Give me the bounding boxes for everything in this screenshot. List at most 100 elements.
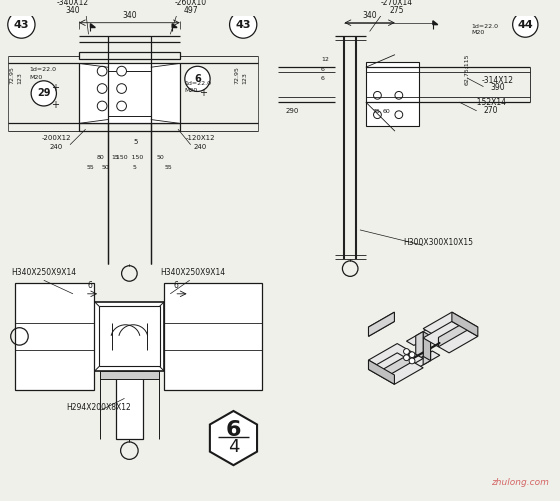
Text: 240: 240	[194, 144, 207, 149]
Text: -120X12: -120X12	[186, 135, 215, 141]
Text: H300X300X10X15: H300X300X10X15	[404, 238, 474, 247]
Text: -270X14: -270X14	[381, 0, 413, 7]
Polygon shape	[423, 312, 478, 344]
Bar	[116, 371, 143, 439]
Circle shape	[512, 12, 538, 37]
Circle shape	[404, 349, 409, 354]
Text: 75: 75	[372, 109, 380, 114]
Circle shape	[395, 111, 403, 119]
Text: 1d=22.0: 1d=22.0	[472, 24, 499, 29]
Text: M20: M20	[185, 88, 198, 93]
Text: 43: 43	[13, 20, 29, 30]
Text: 50: 50	[101, 165, 109, 170]
Text: +: +	[52, 100, 59, 110]
Polygon shape	[368, 344, 423, 375]
Text: 43: 43	[235, 20, 251, 30]
Polygon shape	[452, 312, 478, 336]
Text: M20: M20	[472, 30, 485, 35]
Text: 123: 123	[17, 72, 22, 84]
Text: 6: 6	[321, 76, 325, 81]
Bar	[94, 302, 165, 371]
Polygon shape	[423, 332, 431, 361]
Text: M20: M20	[29, 75, 43, 80]
Text: +: +	[52, 83, 59, 93]
Text: 123: 123	[242, 72, 248, 84]
Text: 5: 5	[132, 165, 136, 170]
Text: 6: 6	[226, 420, 241, 440]
Polygon shape	[368, 312, 394, 327]
Text: 1d=22.0: 1d=22.0	[185, 81, 212, 86]
Circle shape	[97, 66, 107, 76]
Polygon shape	[407, 326, 440, 345]
Bar	[108, 71, 151, 116]
Text: 1d=22.0: 1d=22.0	[29, 67, 56, 72]
Bar	[79, 52, 180, 60]
Circle shape	[404, 355, 409, 361]
Circle shape	[8, 11, 35, 38]
Text: 6: 6	[87, 281, 92, 290]
Polygon shape	[431, 342, 440, 349]
Text: 270: 270	[483, 106, 497, 115]
Polygon shape	[423, 336, 431, 365]
Text: 15: 15	[111, 155, 119, 160]
Text: 6: 6	[194, 74, 201, 84]
Text: 275: 275	[390, 6, 404, 15]
Bar	[165, 283, 262, 390]
Text: +: +	[199, 88, 207, 98]
Circle shape	[374, 92, 381, 99]
Polygon shape	[416, 332, 423, 361]
Circle shape	[395, 92, 403, 99]
Polygon shape	[172, 24, 177, 28]
Circle shape	[116, 66, 127, 76]
Text: 29: 29	[37, 88, 50, 98]
Circle shape	[116, 84, 127, 93]
Polygon shape	[433, 21, 438, 25]
Polygon shape	[368, 353, 423, 384]
Text: 6: 6	[321, 67, 325, 72]
Text: H294X200X8X12: H294X200X8X12	[66, 403, 131, 412]
Circle shape	[409, 352, 415, 358]
Text: -314X12: -314X12	[482, 76, 514, 85]
Text: 72.95: 72.95	[9, 66, 14, 84]
Text: 4: 4	[228, 438, 239, 456]
Text: 340: 340	[362, 11, 377, 20]
Polygon shape	[368, 360, 394, 384]
Text: zhulong.com: zhulong.com	[491, 478, 549, 487]
Polygon shape	[407, 351, 440, 370]
Text: 60: 60	[382, 109, 390, 114]
Text: 340: 340	[66, 6, 80, 15]
Text: 62.75;115: 62.75;115	[464, 53, 469, 85]
Circle shape	[97, 84, 107, 93]
Bar	[79, 123, 180, 131]
Polygon shape	[368, 322, 394, 336]
Text: 6: 6	[173, 281, 178, 290]
Text: -200X12: -200X12	[41, 135, 71, 141]
Polygon shape	[423, 322, 478, 353]
Text: H340X250X9X14: H340X250X9X14	[12, 269, 77, 278]
Text: -260X10: -260X10	[175, 0, 207, 7]
Text: H340X250X9X14: H340X250X9X14	[161, 269, 226, 278]
Bar	[79, 63, 180, 123]
Text: 50: 50	[157, 155, 165, 160]
Text: 72.95: 72.95	[235, 66, 240, 84]
Text: 497: 497	[183, 6, 198, 15]
Polygon shape	[210, 411, 257, 465]
Polygon shape	[368, 312, 394, 336]
Text: 44: 44	[517, 20, 533, 30]
Circle shape	[374, 111, 381, 119]
Text: 390: 390	[491, 84, 505, 92]
Polygon shape	[384, 352, 413, 378]
Text: -152X14: -152X14	[474, 98, 506, 107]
Bar	[99, 307, 160, 366]
Text: 290: 290	[285, 108, 298, 114]
Text: 240: 240	[50, 144, 63, 149]
Text: -340X12: -340X12	[57, 0, 89, 7]
Polygon shape	[414, 352, 423, 358]
Circle shape	[185, 66, 210, 92]
Circle shape	[116, 101, 127, 111]
Circle shape	[409, 358, 415, 364]
Polygon shape	[438, 321, 467, 347]
Text: 55: 55	[87, 165, 94, 170]
Text: 150  150: 150 150	[116, 155, 143, 160]
Text: 5: 5	[133, 139, 137, 145]
